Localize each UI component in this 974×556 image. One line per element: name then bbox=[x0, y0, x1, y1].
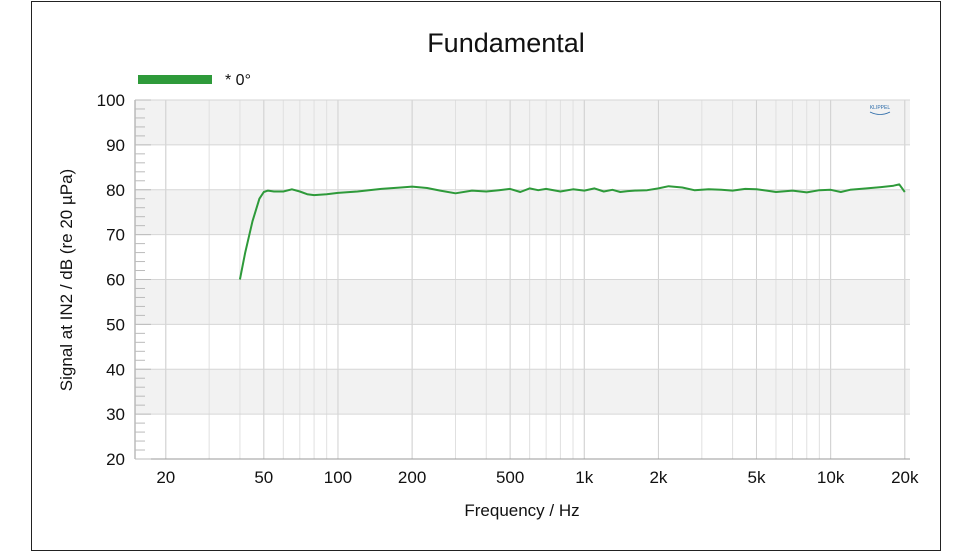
y-tick-label: 90 bbox=[106, 136, 125, 155]
y-axis-label: Signal at IN2 / dB (re 20 µPa) bbox=[57, 169, 76, 391]
x-tick-label: 50 bbox=[254, 468, 273, 487]
y-tick-label: 30 bbox=[106, 405, 125, 424]
legend-swatch bbox=[138, 75, 212, 84]
logo-swoosh bbox=[869, 111, 891, 115]
y-tick-label: 70 bbox=[106, 226, 125, 245]
y-tick-label: 100 bbox=[97, 91, 125, 110]
plot-band bbox=[135, 369, 910, 415]
logo-text: KLIPPEL bbox=[870, 105, 891, 111]
x-tick-label: 20k bbox=[891, 468, 919, 487]
klippel-logo: KLIPPEL bbox=[869, 105, 891, 115]
legend: * 0° bbox=[138, 72, 251, 89]
x-tick-label: 5k bbox=[747, 468, 765, 487]
chart-frame: 20 30 40 50 60 70 80 90 100 20 50 100 200 500 1k 2k 5k 10… bbox=[31, 1, 941, 551]
legend-label: * 0° bbox=[225, 72, 251, 89]
y-tick-label: 50 bbox=[106, 315, 125, 334]
y-tick-label: 60 bbox=[106, 271, 125, 290]
chart-svg: 20 30 40 50 60 70 80 90 100 20 50 100 200 500 1k 2k 5k 10… bbox=[57, 28, 919, 520]
x-tick-label: 500 bbox=[496, 468, 524, 487]
plot-band bbox=[135, 279, 910, 325]
x-axis-label: Frequency / Hz bbox=[464, 501, 579, 520]
series-layer bbox=[238, 183, 906, 280]
y-tick-label: 20 bbox=[106, 450, 125, 469]
x-tick-label: 1k bbox=[575, 468, 593, 487]
x-tick-label: 200 bbox=[398, 468, 426, 487]
x-tick-label: 10k bbox=[817, 468, 845, 487]
x-tick-label: 100 bbox=[324, 468, 352, 487]
chart-title: Fundamental bbox=[427, 28, 585, 58]
plot-axis bbox=[134, 99, 910, 460]
x-tick-label: 2k bbox=[649, 468, 667, 487]
x-tick-label: 20 bbox=[156, 468, 175, 487]
tick-labels: 20 30 40 50 60 70 80 90 100 20 50 100 200 500 1k 2k 5k 10… bbox=[97, 91, 919, 487]
series-line bbox=[238, 183, 906, 280]
y-tick-label: 80 bbox=[106, 181, 125, 200]
plot-band bbox=[135, 100, 910, 145]
grid-lines bbox=[135, 99, 910, 460]
plot-bands bbox=[135, 100, 910, 415]
y-tick-label: 40 bbox=[106, 360, 125, 379]
